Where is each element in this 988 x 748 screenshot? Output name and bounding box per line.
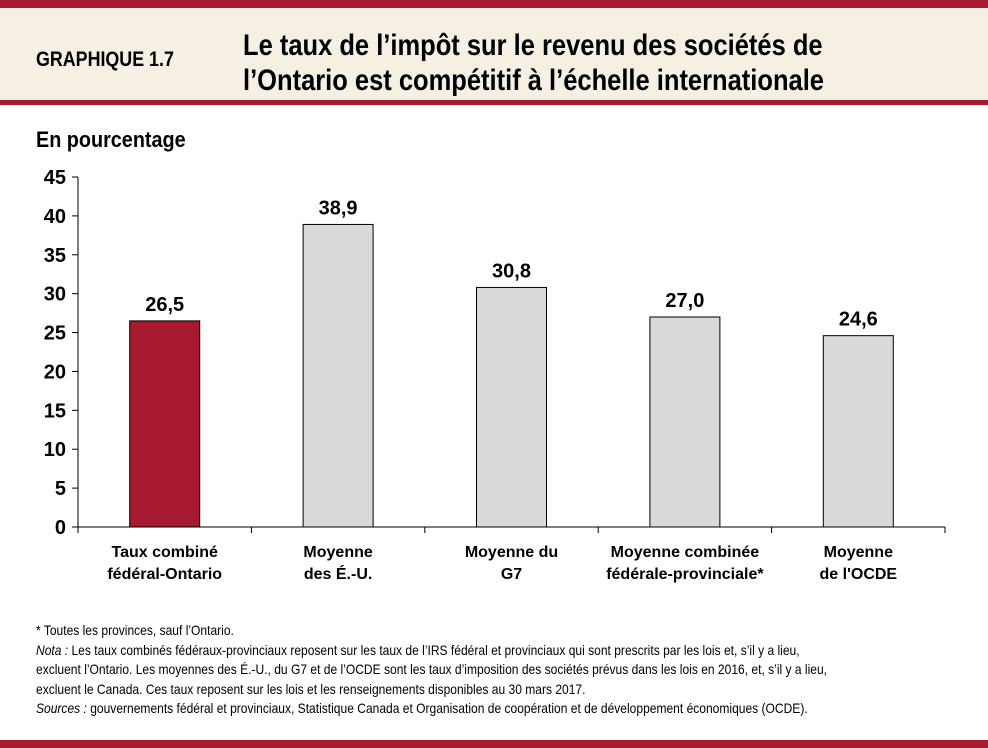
x-tick-label: fédérale-provinciale* <box>606 566 764 583</box>
y-tick-label: 0 <box>55 517 66 539</box>
y-tick-label: 5 <box>55 478 66 500</box>
y-tick-label: 45 <box>44 167 66 189</box>
x-tick-label: Moyenne combinée <box>611 544 760 561</box>
bar <box>129 320 201 528</box>
y-tick-label: 15 <box>44 400 66 422</box>
y-tick-label: 20 <box>44 361 66 383</box>
y-tick-label: 10 <box>44 439 66 461</box>
x-tick-label: Moyenne <box>824 544 893 561</box>
sources-line: Sources : gouvernements fédéral et provi… <box>36 699 827 719</box>
nota-line-3: excluent le Canada. Ces taux reposent su… <box>36 680 586 697</box>
header-rule <box>0 100 988 105</box>
footnote: * Toutes les provinces, sauf l’Ontario. <box>36 622 234 638</box>
nota-label: Nota : <box>36 641 69 658</box>
data-label: 26,5 <box>145 294 184 316</box>
bar-chart: 0 5 10 15 20 25 30 35 40 45 26,5 Taux combiné fédéra… <box>44 167 946 583</box>
bottom-rule <box>0 740 988 748</box>
bar <box>302 223 374 528</box>
nota-line-2: excluent l’Ontario. Les moyennes des É.-… <box>36 661 828 677</box>
y-tick-label: 40 <box>44 206 66 228</box>
y-tick-label: 30 <box>44 284 66 306</box>
bar <box>822 335 894 528</box>
data-label: 30,8 <box>492 260 531 282</box>
x-tick-label: des É.-U. <box>304 564 372 583</box>
nota-text: Les taux combinés fédéraux-provinciaux r… <box>68 641 800 658</box>
title-line-2: l’Ontario est compétitif à l’échelle int… <box>243 64 824 97</box>
nota-line-1: Nota : Les taux combinés fédéraux-provin… <box>36 641 827 661</box>
x-tick-label: Moyenne du <box>465 544 558 561</box>
y-axis-label: En pourcentage <box>36 127 186 152</box>
sources-label: Sources : <box>36 700 87 716</box>
x-tick-label: Moyenne <box>303 544 372 561</box>
x-tick-label: fédéral-Ontario <box>107 566 222 583</box>
bar <box>649 316 721 528</box>
figure-number: GRAPHIQUE 1.7 <box>36 48 174 71</box>
notes: * Toutes les provinces, sauf l’Ontario. … <box>36 621 827 719</box>
y-tick-label: 25 <box>44 323 66 345</box>
x-tick-label: Taux combiné <box>112 544 218 561</box>
x-tick-label: de l'OCDE <box>820 566 898 583</box>
data-label: 24,6 <box>839 309 878 331</box>
header: GRAPHIQUE 1.7 Le taux de l’impôt sur le … <box>0 8 988 100</box>
chart-title: Le taux de l’impôt sur le revenu des soc… <box>243 28 824 98</box>
bar <box>476 286 547 528</box>
y-tick-label: 35 <box>44 245 66 267</box>
x-tick-label: G7 <box>501 566 522 583</box>
top-rule <box>0 0 988 8</box>
sources-text: gouvernements fédéral et provinciaux, St… <box>86 700 808 716</box>
title-line-1: Le taux de l’impôt sur le revenu des soc… <box>243 29 823 62</box>
data-label: 27,0 <box>665 290 704 312</box>
data-label: 38,9 <box>319 197 358 219</box>
